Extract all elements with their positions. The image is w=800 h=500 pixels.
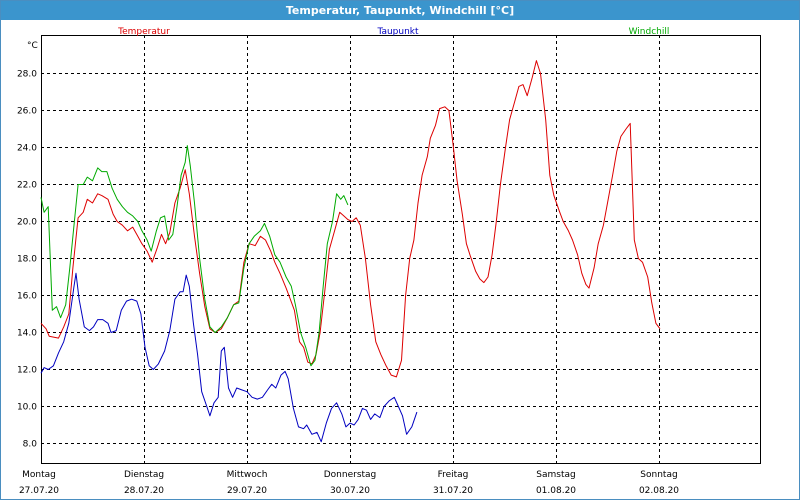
x-tick-day-label: Dienstag bbox=[124, 470, 164, 480]
x-tick-date-label: 27.07.20 bbox=[19, 486, 59, 496]
y-tick-labels: 8.0 10.0 12.0 14.0 16.0 18.0 20.0 22.0 24.0 26.0 2… bbox=[17, 70, 37, 450]
x-tick-day-label: Mittwoch bbox=[227, 470, 268, 480]
x-tick-day-label: Samstag bbox=[536, 470, 575, 480]
series-lines bbox=[40, 60, 661, 443]
x-tick-day-label: Sonntag bbox=[640, 470, 677, 480]
series-line-windchill bbox=[40, 145, 349, 367]
x-tick-day-label: Donnerstag bbox=[324, 470, 377, 480]
y-tick-label: 28.0 bbox=[17, 70, 37, 80]
legend-entry: Taupunkt bbox=[376, 27, 419, 37]
y-tick-label: 10.0 bbox=[17, 403, 37, 413]
x-tick-date-label: 01.08.20 bbox=[536, 486, 576, 496]
x-tick-date-label: 28.07.20 bbox=[124, 486, 164, 496]
x-tick-date-label: 29.07.20 bbox=[227, 486, 267, 496]
y-tick-label: 24.0 bbox=[17, 144, 37, 154]
x-tick-day-label: Montag bbox=[22, 470, 56, 480]
series-line-taupunkt bbox=[40, 272, 418, 443]
x-tick-labels: Montag 27.07.20 Dienstag 28.07.20 Mittwoch 29… bbox=[19, 470, 679, 496]
y-tick-label: 16.0 bbox=[17, 292, 37, 302]
x-tick-date-label: 02.08.20 bbox=[639, 486, 679, 496]
x-tick-date-label: 30.07.20 bbox=[330, 486, 370, 496]
legend-entry: Temperatur bbox=[117, 27, 170, 37]
y-tick-label: 8.0 bbox=[23, 440, 38, 450]
grid-lines bbox=[41, 35, 760, 463]
plot-frame bbox=[41, 35, 761, 464]
y-tick-label: 26.0 bbox=[17, 107, 37, 117]
chart-title-bar: Temperatur, Taupunkt, Windchill [°C] bbox=[1, 1, 799, 20]
legend-entry: Windchill bbox=[629, 27, 670, 37]
y-tick-label: 14.0 bbox=[17, 329, 37, 339]
y-tick-label: 12.0 bbox=[17, 366, 37, 376]
y-tick-label: 20.0 bbox=[17, 218, 37, 228]
y-tick-label: 22.0 bbox=[17, 181, 37, 191]
chart-legend: Temperatur Taupunkt Windchill bbox=[117, 27, 669, 37]
x-tick-day-label: Freitag bbox=[438, 470, 469, 480]
x-tick-date-label: 31.07.20 bbox=[433, 486, 473, 496]
chart-axes bbox=[41, 35, 761, 464]
series-line-temperatur bbox=[40, 60, 661, 378]
y-tick-label: 18.0 bbox=[17, 255, 37, 265]
y-axis-unit-label: °C bbox=[27, 41, 38, 51]
